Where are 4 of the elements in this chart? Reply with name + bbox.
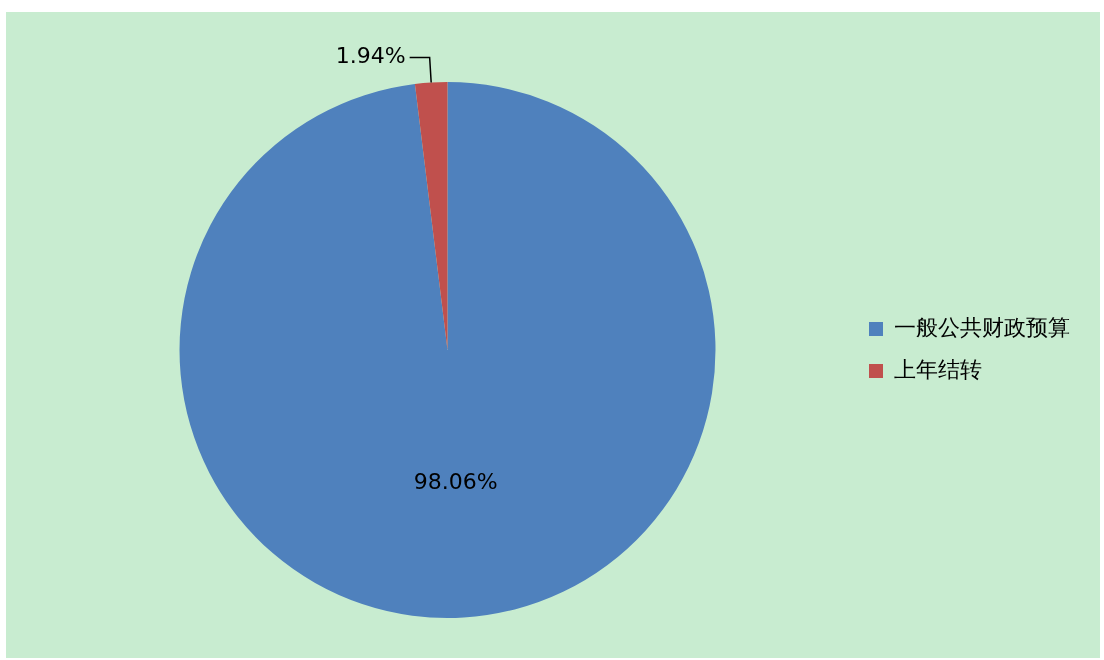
data-label: 1.94% (335, 43, 406, 69)
legend-label: 上年结转 (894, 356, 982, 382)
data-label: 98.06% (413, 469, 498, 495)
legend-label: 一般公共财政预算 (894, 314, 1070, 340)
